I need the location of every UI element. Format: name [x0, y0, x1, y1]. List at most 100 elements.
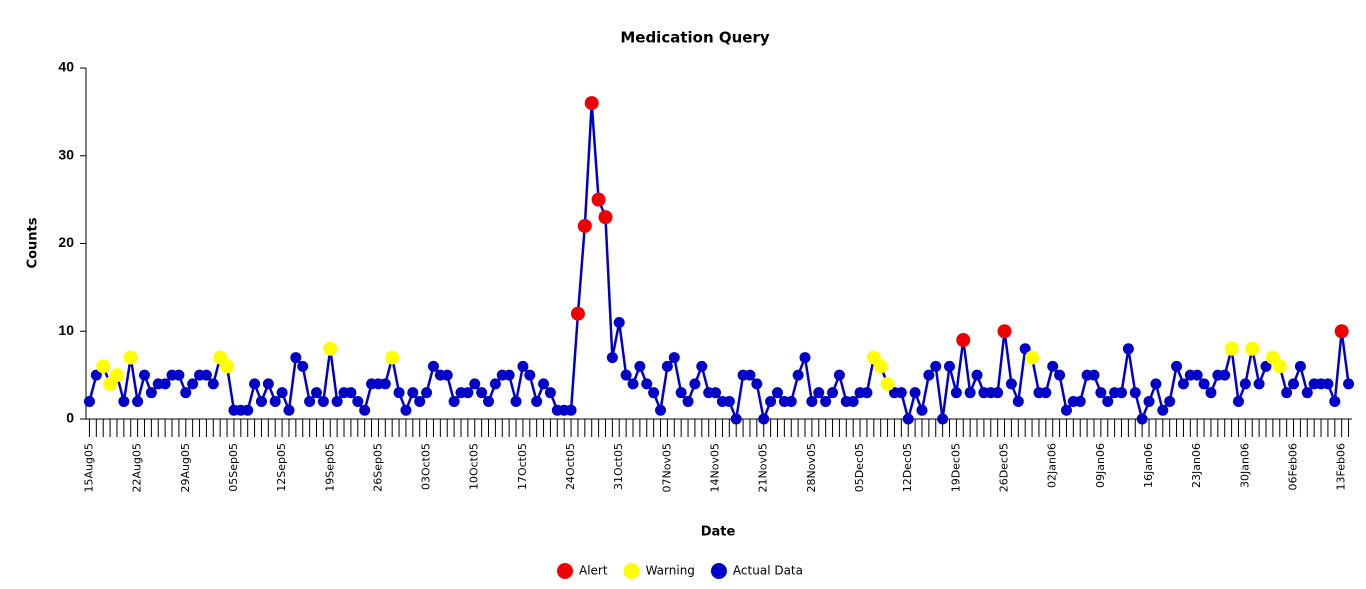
x-tick-label: 24Oct05 — [564, 443, 577, 490]
data-point — [159, 378, 171, 390]
data-point — [517, 360, 529, 372]
data-point — [799, 352, 811, 364]
data-point — [723, 395, 735, 407]
data-point — [1095, 387, 1107, 399]
y-tick-label: 30 — [58, 146, 74, 162]
data-point — [359, 404, 371, 416]
data-point — [421, 387, 433, 399]
data-point — [283, 404, 295, 416]
data-point — [400, 404, 412, 416]
data-point — [1150, 378, 1162, 390]
data-point — [655, 404, 667, 416]
x-tick-label: 12Sep05 — [275, 443, 288, 492]
data-point — [207, 378, 219, 390]
data-point — [1143, 395, 1155, 407]
data-point — [1005, 378, 1017, 390]
data-point — [792, 369, 804, 381]
data-point — [591, 192, 606, 207]
chart-title: Medication Query — [620, 29, 770, 47]
data-point — [1281, 387, 1293, 399]
data-point — [1171, 360, 1183, 372]
data-point — [992, 387, 1004, 399]
data-point — [489, 378, 501, 390]
data-point — [1054, 369, 1066, 381]
data-point — [806, 395, 818, 407]
data-point — [634, 360, 646, 372]
data-point — [276, 387, 288, 399]
data-point — [758, 413, 770, 425]
data-point — [1177, 378, 1189, 390]
x-tick-label: 10Oct05 — [468, 443, 481, 490]
data-point — [242, 404, 254, 416]
data-point — [1074, 395, 1086, 407]
data-point — [297, 360, 309, 372]
data-point — [531, 395, 543, 407]
data-point — [352, 395, 364, 407]
x-tick-label: 28Nov05 — [805, 443, 818, 492]
data-point — [1205, 387, 1217, 399]
x-tick-label: 06Feb06 — [1287, 443, 1300, 490]
data-point — [1116, 387, 1128, 399]
data-point — [1294, 360, 1306, 372]
data-point — [427, 360, 439, 372]
data-point — [627, 378, 639, 390]
x-tick-label: 21Nov05 — [757, 443, 770, 492]
data-point — [1060, 404, 1072, 416]
legend-marker — [623, 563, 640, 579]
data-point — [950, 387, 962, 399]
data-point — [682, 395, 694, 407]
data-point — [744, 369, 756, 381]
data-point — [570, 306, 585, 321]
data-point — [132, 395, 144, 407]
data-point — [262, 378, 274, 390]
data-point — [1047, 360, 1059, 372]
data-point — [510, 395, 522, 407]
data-point — [1164, 395, 1176, 407]
data-point — [620, 369, 632, 381]
x-tick-label: 15Aug05 — [82, 443, 95, 492]
data-point — [1102, 395, 1114, 407]
data-point — [138, 369, 150, 381]
data-point — [923, 369, 935, 381]
data-point — [785, 395, 797, 407]
data-point — [613, 316, 625, 328]
data-point — [220, 359, 235, 374]
data-point — [393, 387, 405, 399]
data-point — [317, 395, 329, 407]
data-point — [577, 218, 592, 233]
data-point — [1224, 341, 1239, 356]
data-point — [1219, 369, 1231, 381]
data-point — [648, 387, 660, 399]
data-point — [661, 360, 673, 372]
data-point — [1157, 404, 1169, 416]
data-point — [109, 368, 124, 383]
x-tick-label: 19Dec05 — [949, 443, 962, 492]
data-point — [180, 387, 192, 399]
data-point — [964, 387, 976, 399]
data-point — [323, 341, 338, 356]
data-point — [469, 378, 481, 390]
data-point — [483, 395, 495, 407]
data-point — [249, 378, 261, 390]
data-point — [820, 395, 832, 407]
data-point — [524, 369, 536, 381]
data-point — [379, 378, 391, 390]
data-point — [1088, 369, 1100, 381]
x-tick-label: 19Sep05 — [323, 443, 336, 492]
data-point — [448, 395, 460, 407]
legend-label: Actual Data — [733, 564, 803, 578]
data-point — [1025, 350, 1040, 365]
data-point — [827, 387, 839, 399]
x-tick-label: 17Oct05 — [516, 443, 529, 490]
data-point — [1301, 387, 1313, 399]
x-tick-label: 26Dec05 — [998, 443, 1011, 492]
data-point — [290, 352, 302, 364]
data-point — [943, 360, 955, 372]
data-point — [187, 378, 199, 390]
data-point — [173, 369, 185, 381]
data-point — [345, 387, 357, 399]
data-point — [668, 352, 680, 364]
legend-marker — [557, 563, 574, 579]
data-point — [765, 395, 777, 407]
